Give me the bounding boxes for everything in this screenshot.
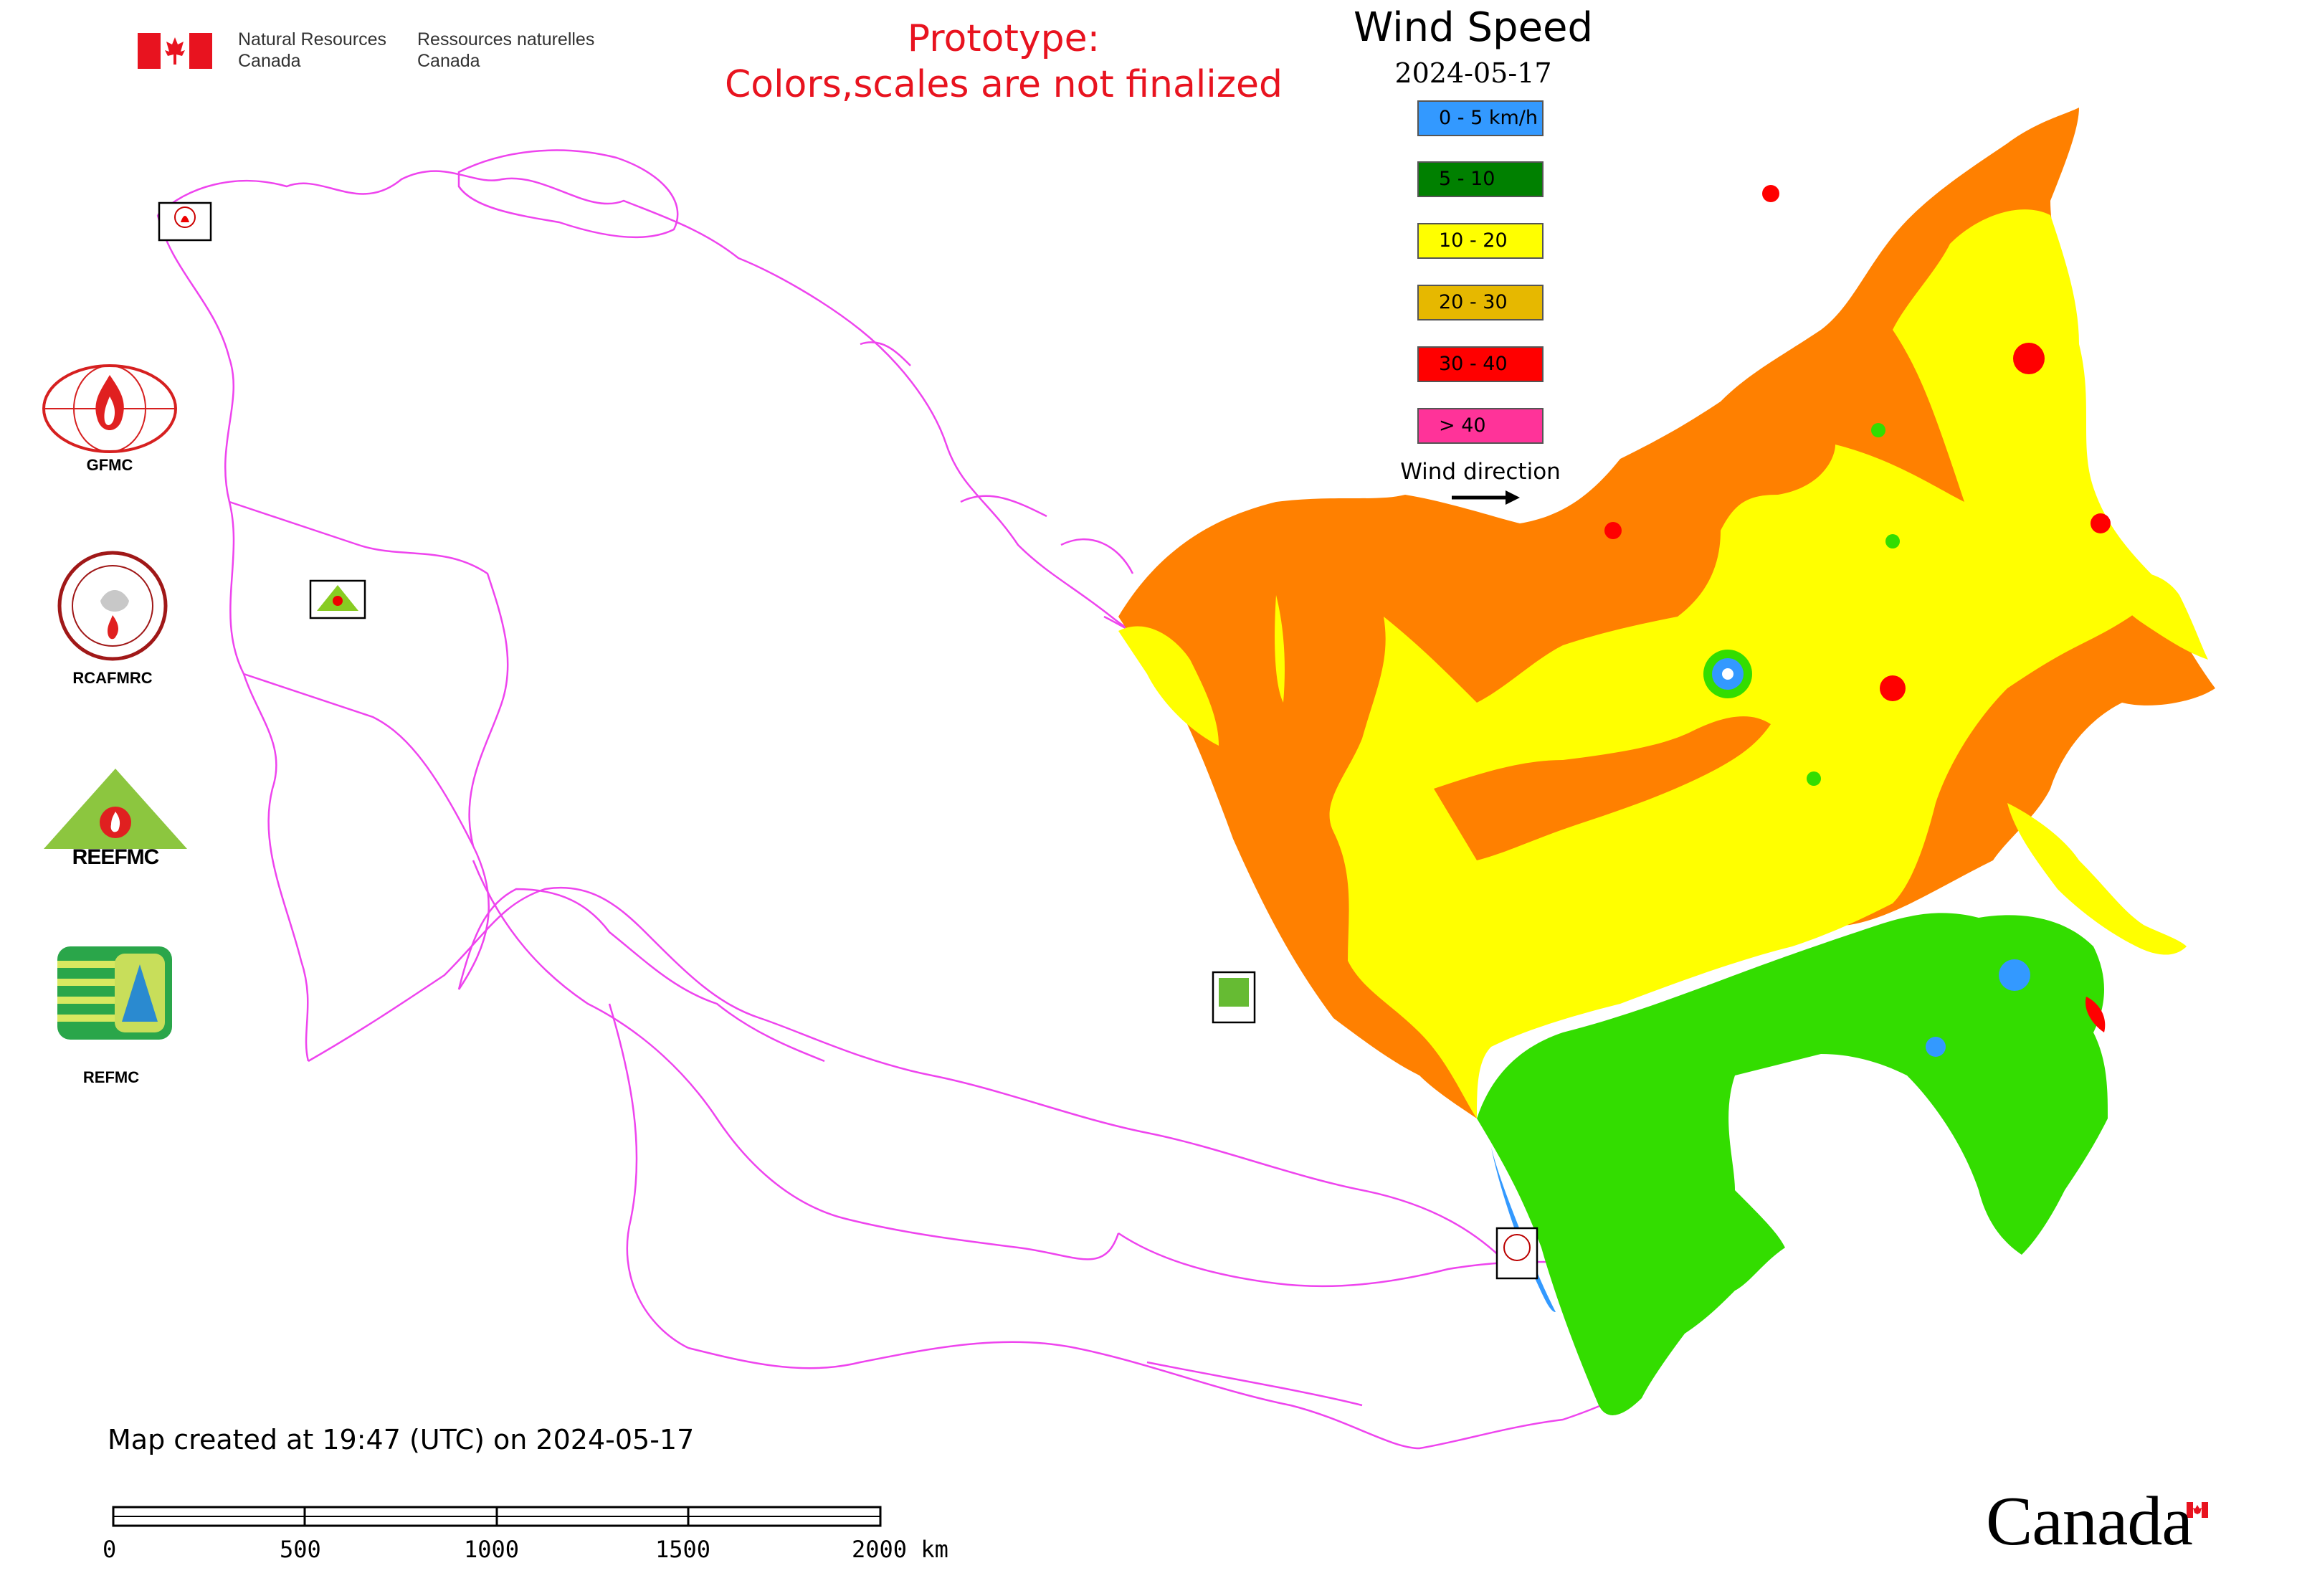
boundary-lines: [156, 149, 1650, 1450]
yellow-west-strip: [1118, 626, 1219, 746]
legend-label: 30 - 40: [1439, 353, 1508, 375]
scale-tick-1000: 1000: [464, 1536, 520, 1563]
map-marker-reefmc[interactable]: [309, 579, 366, 619]
green-dot-2: [1885, 534, 1900, 548]
nrcan-fr-name: Ressources naturelles Canada: [417, 29, 594, 72]
yellow-kamchatka-tip: [2108, 571, 2208, 660]
red-spot-2: [1880, 675, 1906, 701]
reefmc-logo[interactable]: REEFMC: [39, 769, 191, 869]
scale-bar: [112, 1506, 882, 1527]
red-spot-1: [2013, 343, 2045, 374]
legend-label: 0 - 5 km/h: [1439, 107, 1538, 129]
rcafmrc-label: RCAFMRC: [72, 669, 153, 687]
central-asia-outline: [688, 1341, 1650, 1450]
rcafmrc-logo[interactable]: [57, 551, 168, 662]
prototype-line2: Colors,scales are not finalized: [724, 63, 1283, 106]
legend-item-over-40: > 40: [1417, 408, 1544, 444]
calm-spot-2: [1999, 959, 2030, 991]
reefmc-logo-text: REEFMC: [72, 845, 160, 869]
legend-item-0-5: 0 - 5 km/h: [1417, 100, 1544, 136]
canada-flag-icon: [138, 33, 212, 69]
green-dot-1: [1871, 423, 1885, 437]
wind-speed-regions: [1118, 108, 2215, 1415]
legend-item-5-10: 5 - 10: [1417, 161, 1544, 197]
map-marker-gfmc[interactable]: [158, 201, 212, 242]
legend-item-10-20: 10 - 20: [1417, 223, 1544, 259]
scale-tick-1500: 1500: [655, 1536, 711, 1563]
nrcan-en-name: Natural Resources Canada: [238, 29, 386, 72]
arctic-islands-outline: [860, 341, 1176, 638]
wind-direction-arrow-icon: [1452, 490, 1520, 505]
scale-tick-500: 500: [280, 1536, 321, 1563]
legend-date: 2024-05-17: [1394, 57, 1552, 89]
legend-label: 5 - 10: [1439, 168, 1495, 190]
gfmc-label: GFMC: [86, 456, 133, 474]
nrcan-fr-line2: Canada: [417, 51, 480, 71]
refmc-label: REFMC: [82, 1068, 140, 1086]
refmc-logo[interactable]: [57, 946, 172, 1040]
map-marker-refmc[interactable]: [1212, 971, 1256, 1024]
canada-wordmark: Canada: [1986, 1483, 2193, 1560]
red-spot-5: [1604, 522, 1622, 539]
wind-direction-label: Wind direction: [1400, 459, 1561, 485]
orange-wedge: [1434, 716, 1771, 860]
legend-item-30-40: 30 - 40: [1417, 346, 1544, 382]
red-east-edge: [2085, 997, 2106, 1032]
nrcan-en-line2: Canada: [238, 51, 301, 71]
nrcan-fr-line1: Ressources naturelles: [417, 29, 595, 49]
map-created-timestamp: Map created at 19:47 (UTC) on 2024-05-17: [108, 1424, 695, 1455]
canada-wordmark-flag-icon: [2187, 1502, 2208, 1518]
yellow-inner-stripe: [1275, 595, 1285, 703]
kola-peninsula-outline: [457, 149, 679, 239]
internal-border-2: [243, 673, 490, 990]
prototype-notice: Prototype: Colors,scales are not finaliz…: [645, 16, 1362, 108]
nrcan-en-line1: Natural Resources: [238, 29, 387, 49]
northwest-coastline: [157, 170, 1284, 647]
legend-item-20-30: 20 - 30: [1417, 285, 1544, 320]
calm-spot-3: [1926, 1037, 1946, 1057]
legend-label: > 40: [1439, 414, 1486, 437]
mongolia-outline: [1118, 1232, 1549, 1407]
red-spot-3: [2091, 513, 2111, 533]
prototype-line1: Prototype:: [907, 17, 1100, 60]
yellow-sakhalin: [2007, 803, 2187, 955]
red-spot-4: [1762, 185, 1779, 202]
scale-tick-2000: 2000 km: [852, 1536, 948, 1563]
green-zone-main: [1477, 913, 2108, 1415]
scale-tick-0: 0: [103, 1536, 117, 1563]
southern-border: [308, 886, 1506, 1263]
calm-spot-1-core: [1722, 668, 1733, 680]
western-border: [156, 214, 310, 1062]
legend-label: 20 - 30: [1439, 291, 1508, 313]
gfmc-logo[interactable]: [42, 362, 178, 455]
green-dot-3: [1807, 771, 1821, 786]
kazakhstan-outline: [457, 888, 825, 1349]
legend-title: Wind Speed: [1353, 4, 1594, 51]
kazakh-north-border: [472, 860, 1120, 1260]
map-marker-rcafmrc[interactable]: [1495, 1227, 1538, 1280]
legend-label: 10 - 20: [1439, 229, 1508, 252]
internal-border-1: [229, 500, 509, 847]
